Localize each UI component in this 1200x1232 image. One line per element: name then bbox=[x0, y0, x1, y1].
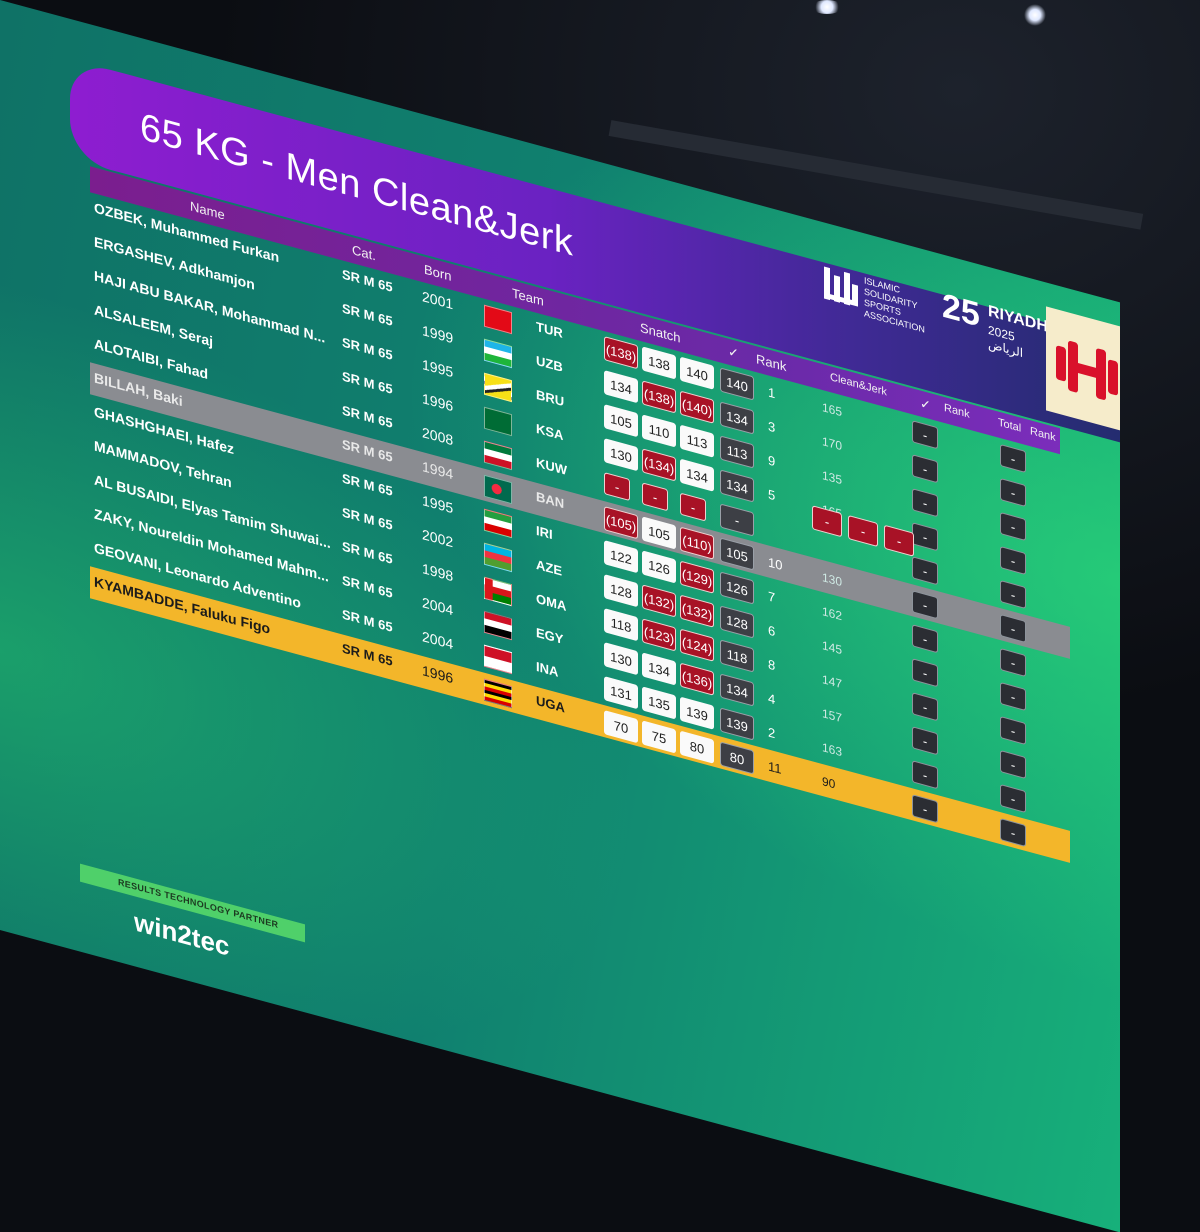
snatch-rank: 5 bbox=[768, 486, 776, 504]
calligraphy-icon bbox=[824, 266, 858, 307]
snatch-rank: 1 bbox=[768, 384, 776, 402]
weightlifting-logo bbox=[1046, 306, 1120, 433]
snatch-rank: 8 bbox=[768, 656, 776, 674]
riyadh-number: 25 bbox=[942, 286, 980, 335]
snatch-rank: 9 bbox=[768, 452, 776, 470]
col-snatch-check: ✓ bbox=[728, 343, 739, 362]
col-cj-check: ✓ bbox=[920, 395, 931, 414]
snatch-rank: 4 bbox=[768, 690, 776, 708]
barbell-icon bbox=[1056, 341, 1118, 400]
snatch-rank: 7 bbox=[768, 588, 776, 606]
stage-light-icon bbox=[812, 0, 842, 14]
stage-light-icon bbox=[1024, 4, 1046, 26]
snatch-rank: 3 bbox=[768, 418, 776, 436]
snatch-rank: 2 bbox=[768, 724, 776, 742]
results-screen: 65 KG - Men Clean&Jerk ISLAMIC SOLIDARIT… bbox=[0, 0, 1120, 1232]
snatch-rank: 6 bbox=[768, 622, 776, 640]
issa-logo: ISLAMIC SOLIDARITY SPORTS ASSOCIATION bbox=[818, 257, 928, 343]
